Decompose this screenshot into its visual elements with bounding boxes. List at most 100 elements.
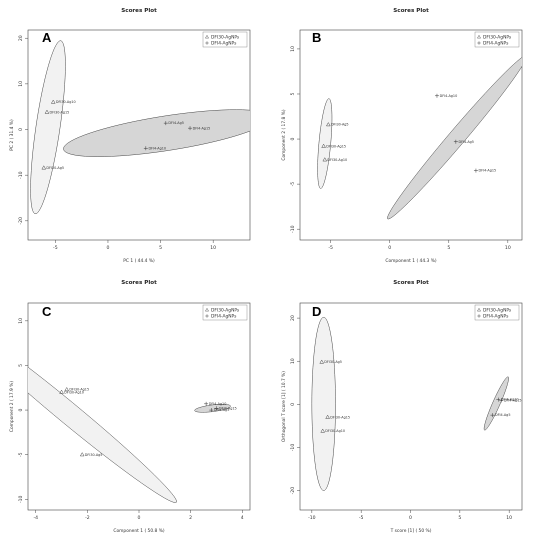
chart-title: Scores Plot [121, 280, 157, 286]
legend-triangle-marker [477, 34, 481, 39]
data-point-label: DFI30-Ag15 [326, 144, 346, 148]
y-tick-label: 20 [290, 315, 296, 321]
panel-letter: D [312, 304, 321, 319]
y-tick-label: 0 [290, 138, 296, 141]
data-point-plus [473, 168, 478, 173]
legend-triangle-marker [477, 307, 481, 312]
x-tick-label: -2 [85, 515, 90, 521]
confidence-ellipse [30, 40, 66, 215]
data-point-label: DFI4-Ag10 [440, 94, 458, 98]
data-point-label: DFI4-Ag5 [168, 121, 184, 125]
y-tick-label: 20 [18, 35, 24, 41]
data-point-plus [143, 146, 148, 151]
panel-letter: A [42, 30, 52, 45]
legend-plus-marker [477, 41, 481, 45]
confidence-ellipse [63, 109, 250, 157]
x-tick-label: 5 [159, 245, 162, 251]
y-axis-label: Component 2 ( 17.9 %) [9, 381, 15, 433]
panel-letter: B [312, 30, 321, 45]
data-point-label: DFI4-Ag10 [148, 146, 166, 150]
data-point-triangle [79, 452, 85, 457]
x-axis-label: Component 1 ( 50.8 %) [113, 528, 165, 534]
confidence-ellipse [311, 316, 336, 491]
x-tick-label: -5 [328, 245, 333, 251]
data-point-label: DFI4-Ag5 [495, 413, 511, 417]
y-tick-label: -20 [290, 487, 296, 495]
data-point-triangle [321, 143, 326, 148]
data-point-triangle [322, 157, 328, 162]
chart-title: Scores Plot [393, 280, 429, 286]
data-point-plus [204, 401, 209, 406]
data-point-triangle [319, 359, 324, 364]
legend-entry: DFI4-AgNPs [211, 41, 237, 47]
legend-plus-marker [477, 314, 481, 318]
data-point-label: DFI30-Ag10 [327, 158, 347, 162]
y-axis-label: PC 2 ( 31.4 %) [9, 119, 15, 151]
legend-entry: DFI4-AgNPs [483, 41, 509, 47]
y-tick-label: -10 [290, 444, 296, 452]
scores-plot-panel-d: Scores Plot D -10 -5 0 5 10 T score [1] ( 50 %)… [281, 280, 523, 534]
y-tick-label: 10 [290, 46, 296, 52]
data-point-label: DFI30-Ag5 [331, 123, 349, 127]
x-tick-label: 2 [189, 515, 192, 521]
x-tick-label: 10 [505, 245, 511, 251]
data-point-plus [490, 413, 495, 418]
data-point-label: DFI30-Ag10 [56, 100, 76, 104]
x-axis-label: T score [1] ( 50 %) [390, 528, 432, 534]
legend-box [202, 31, 248, 48]
y-tick-label: 0 [18, 409, 24, 412]
data-point-label: DFI30-Ag5 [46, 166, 64, 170]
legend-entry: DFI4-AgNPs [211, 314, 237, 320]
x-tick-label: -10 [308, 515, 316, 521]
x-tick-label: 0 [409, 515, 412, 521]
x-tick-label: 0 [138, 515, 141, 521]
plot-area: DFI30-Ag5DFI30-Ag15DFI30-Ag10DFI4-Ag10DF… [311, 316, 522, 491]
y-tick-label: 5 [18, 364, 24, 367]
y-tick-label: -20 [18, 217, 24, 225]
x-tick-label: -4 [33, 515, 38, 521]
y-tick-label: 10 [18, 81, 24, 87]
confidence-ellipse [317, 98, 333, 189]
data-point-label: DFI4-Ag10 [209, 402, 227, 406]
data-point-plus [163, 121, 168, 126]
data-point-label: DFI4-Ag5 [458, 140, 474, 144]
data-point-plus [499, 398, 504, 403]
data-point-triangle [64, 386, 70, 392]
data-point-label: DFI4-Ag15 [504, 399, 522, 403]
data-point-triangle [326, 122, 331, 127]
legend-plus-marker [205, 41, 209, 45]
y-tick-label: -10 [18, 171, 24, 179]
legend-entry: DFI30-AgNPs [483, 35, 512, 41]
data-point-plus [209, 408, 214, 413]
data-point-plus [214, 406, 219, 411]
chart-title: Scores Plot [393, 8, 429, 14]
y-tick-label: 0 [18, 128, 24, 131]
legend-entry: DFI30-AgNPs [211, 308, 240, 314]
plot-frame [299, 302, 523, 511]
data-point-label: DFI30-Ag10 [64, 390, 84, 394]
legend-box [202, 304, 248, 321]
legend-triangle-marker [205, 307, 209, 312]
x-axis-label: PC 1 ( 44.4 %) [123, 258, 155, 264]
data-point-plus [434, 93, 439, 98]
x-tick-label: 0 [388, 245, 391, 251]
y-axis-label: Orthogonal T score [1] ( 10.7 %) [281, 371, 287, 442]
scores-plot-panel-a: Scores Plot A -5 0 5 10 PC 1 ( 44.4 %) -20 -10 0 1… [9, 8, 251, 264]
data-point-label: DFI30-Ag15 [69, 388, 89, 392]
legend-triangle-marker [205, 34, 209, 39]
plot-area: DFI30-Ag5 DFI30-Ag15 DFI30-Ag10 DFI4-Ag10 DF… [317, 57, 522, 220]
data-point-label: DFI4-Ag5 [214, 408, 230, 412]
x-tick-label: -5 [53, 245, 58, 251]
plot-frame [299, 29, 523, 241]
data-point-triangle [41, 165, 47, 170]
data-point-label: DFI4-Ag15 [479, 169, 497, 173]
x-tick-label: 5 [458, 515, 461, 521]
x-axis: -5 0 5 10 PC 1 ( 44.4 %) [53, 240, 216, 264]
data-point-label: DFI4-Ag10 [501, 398, 519, 402]
chart-title: Scores Plot [121, 8, 157, 14]
panel-letter: C [42, 304, 52, 319]
data-point-plus [188, 126, 193, 131]
